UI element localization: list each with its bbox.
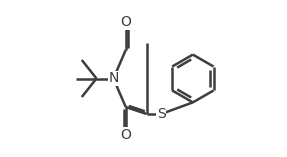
- Text: S: S: [157, 107, 166, 121]
- Text: O: O: [120, 128, 131, 142]
- Text: O: O: [120, 15, 131, 29]
- Text: N: N: [108, 71, 119, 86]
